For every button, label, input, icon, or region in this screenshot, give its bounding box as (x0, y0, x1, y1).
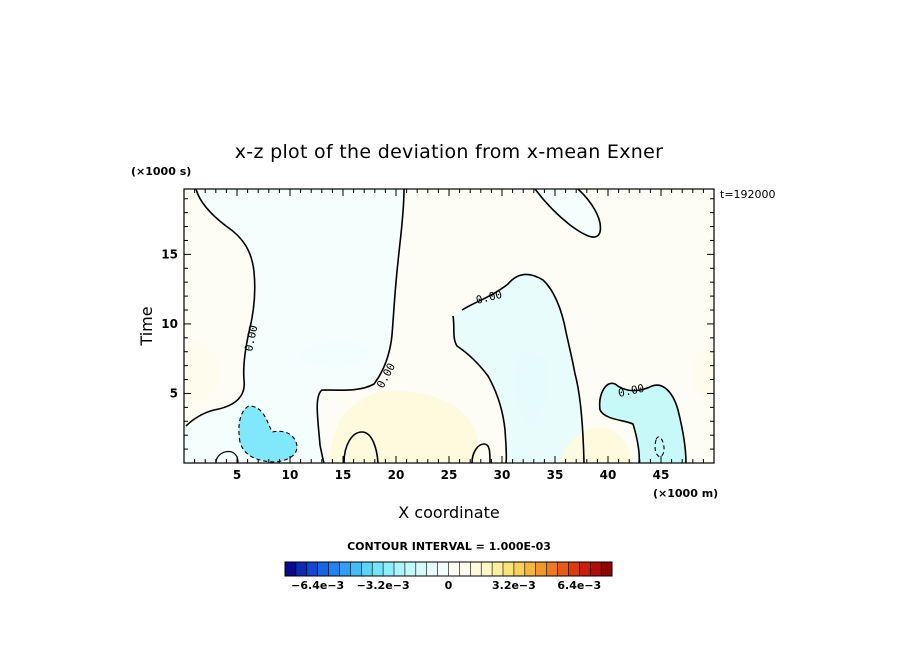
field-region (599, 383, 686, 463)
zero-contour-bump-mid (343, 431, 379, 463)
colorbar-swatch (448, 562, 460, 576)
y-tick-label: 10 (161, 317, 178, 331)
colorbar-swatch (579, 562, 591, 576)
colorbar-swatch (437, 562, 449, 576)
zero-contour-lower-right-inner (599, 409, 641, 463)
colorbar-swatch (459, 562, 471, 576)
x-tick-label: 35 (547, 468, 564, 482)
contour-label-left: 0.00 (242, 324, 260, 353)
y-axis-unit: (×1000 s) (131, 165, 191, 178)
x-tick-label: 40 (600, 468, 617, 482)
zero-contour-right-band-left-edge (452, 315, 508, 463)
field-region (300, 341, 369, 367)
colorbar-swatch (513, 562, 526, 576)
zero-contour-corner (215, 450, 239, 463)
contour-lines (185, 189, 687, 463)
y-tick-label: 15 (161, 247, 178, 261)
colorbar-tick-label: −6.4e−3 (291, 579, 344, 592)
x-axis-unit: (×1000 m) (653, 487, 718, 500)
field-region (184, 189, 404, 463)
chart-title: x-z plot of the deviation from x-mean Ex… (235, 141, 663, 163)
contour-interval-text: CONTOUR INTERVAL = 1.000E-03 (347, 540, 551, 553)
colorbar-swatch (404, 562, 417, 576)
colorbar-swatch (492, 562, 504, 576)
colorbar-swatch (295, 562, 308, 576)
field-region (691, 345, 714, 402)
zero-contour-left (185, 189, 256, 427)
x-tick-label: 10 (282, 468, 299, 482)
shaded-field (184, 189, 714, 463)
x-tick-label: 20 (388, 468, 405, 482)
time-stamp: t=192000 (720, 188, 776, 201)
y-tick-label: 5 (170, 386, 178, 400)
colorbar-tick-label: −3.2e−3 (357, 579, 410, 592)
contour-label-right: 0.00 (475, 288, 504, 307)
axis-ticks: 5 10 15 20 25 30 35 40 45 5 10 15 (161, 189, 714, 482)
colorbar-swatch (524, 562, 536, 576)
x-tick-label: 30 (494, 468, 511, 482)
colorbar-swatch (535, 562, 547, 576)
colorbar-swatch (350, 562, 362, 576)
field-region (513, 351, 549, 425)
x-tick-label: 15 (335, 468, 352, 482)
colorbar-swatch (470, 562, 482, 576)
zero-contour-mid (316, 189, 405, 463)
dashed-contour-left (238, 405, 298, 463)
colorbar-swatch (383, 562, 395, 576)
colorbar-swatch (503, 562, 515, 576)
contour-label-lower-right: 0.00 (617, 382, 646, 400)
field-region (330, 390, 479, 463)
colorbar-tick-label: 3.2e−3 (492, 579, 536, 592)
colorbar-swatch (481, 562, 493, 576)
colorbar-swatch (328, 562, 340, 576)
field-region (535, 189, 601, 238)
colorbar-swatch (415, 562, 427, 576)
colorbar-swatch (546, 562, 558, 576)
colorbar-swatch (361, 562, 373, 576)
field-region (238, 406, 298, 462)
colorbar-frame (284, 561, 613, 577)
colorbar-swatch (601, 562, 613, 576)
field-region (184, 339, 221, 401)
colorbar-swatch (372, 562, 384, 576)
zero-contour-bump-right (471, 443, 491, 463)
y-axis-label: Time (137, 306, 156, 346)
colorbar-swatch (339, 562, 351, 576)
colorbar-tick-label: 0 (445, 579, 453, 592)
zero-contour-right-band (461, 273, 585, 463)
colorbar-swatch (568, 562, 580, 576)
field-region (560, 427, 632, 463)
colorbar-swatch (426, 562, 438, 576)
colorbar-swatch (394, 562, 406, 576)
colorbar-swatch (285, 562, 297, 576)
x-tick-label: 45 (653, 468, 670, 482)
colorbar-swatch (306, 562, 318, 576)
colorbar: −6.4e−3 −3.2e−3 0 3.2e−3 6.4e−3 (284, 561, 613, 592)
zero-contour-lower-right (598, 382, 687, 463)
dashed-contour-right (654, 436, 665, 458)
x-tick-label: 5 (233, 468, 241, 482)
colorbar-tick-label: 6.4e−3 (557, 579, 601, 592)
colorbar-swatch (317, 562, 329, 576)
colorbar-swatch (590, 562, 602, 576)
field-region (400, 189, 540, 354)
x-axis-label: X coordinate (398, 503, 499, 522)
zero-contour-upper-right (534, 189, 602, 238)
colorbar-swatch (557, 562, 569, 576)
x-tick-label: 25 (441, 468, 458, 482)
